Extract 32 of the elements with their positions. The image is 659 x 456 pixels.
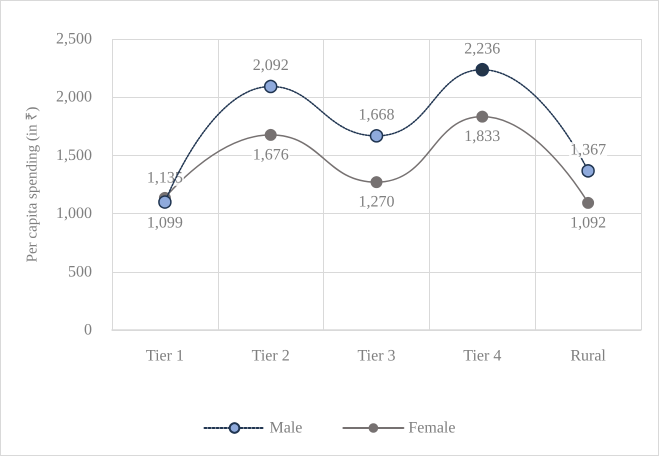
data-label: 1,092 xyxy=(570,214,606,232)
data-label: 2,092 xyxy=(252,57,289,74)
point xyxy=(370,176,382,188)
point xyxy=(476,110,488,123)
data-label: 1,833 xyxy=(464,128,500,146)
point xyxy=(158,195,172,209)
point xyxy=(476,62,490,76)
data-label: 1,270 xyxy=(358,194,394,211)
point xyxy=(370,129,384,143)
x-tick-label: Rural xyxy=(570,348,606,364)
y-tick-label: 2,000 xyxy=(56,88,92,106)
y-axis-title: Per capita spending (in ₹) xyxy=(24,106,40,262)
point xyxy=(264,80,278,94)
x-tick-label: Tier 1 xyxy=(146,348,184,364)
data-label: 1,367 xyxy=(570,142,606,159)
data-label: 1,676 xyxy=(252,146,289,164)
y-tick-label: 1,500 xyxy=(56,146,92,164)
data-label: 1,099 xyxy=(146,214,183,232)
legend-label: Female xyxy=(408,420,456,436)
y-tick-label: 2,500 xyxy=(56,30,92,48)
point xyxy=(582,196,594,209)
y-tick-label: 1,000 xyxy=(56,205,92,222)
data-label: 2,236 xyxy=(464,40,500,58)
x-tick-label: Tier 2 xyxy=(252,348,290,364)
x-tick-label: Tier 3 xyxy=(357,348,396,364)
point xyxy=(581,164,595,178)
y-tick-label: 500 xyxy=(68,263,92,280)
y-tick-label: 0 xyxy=(84,322,92,338)
data-label: 1,668 xyxy=(358,106,394,124)
x-tick-label: Tier 4 xyxy=(463,348,502,364)
point xyxy=(264,128,277,141)
legend-label: Male xyxy=(270,420,302,436)
